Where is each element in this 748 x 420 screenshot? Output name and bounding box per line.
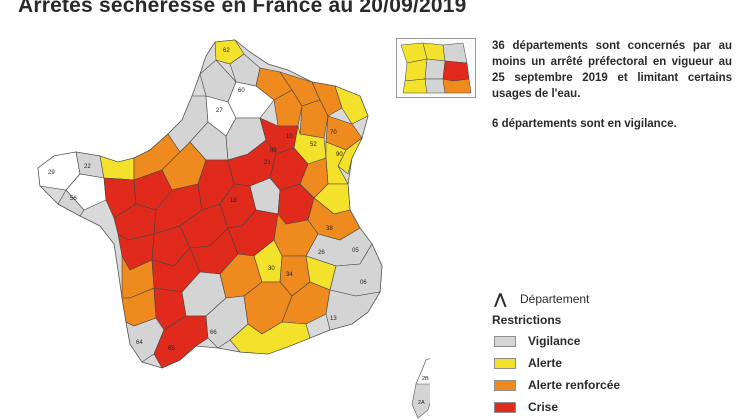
legend-label: Crise <box>528 400 559 414</box>
map-label: 56 <box>70 196 77 202</box>
map-label: 64 <box>136 340 143 346</box>
legend-department-row: ⋀ Département <box>492 288 732 310</box>
map-label: 70 <box>330 130 337 136</box>
map-label: 22 <box>84 164 91 170</box>
legend-label: Vigilance <box>528 334 581 348</box>
map-label: 21 <box>264 160 271 166</box>
inset-map-ile-de-france <box>396 38 476 98</box>
legend-department-label: Département <box>520 292 590 306</box>
legend-restrictions-heading: Restrictions <box>492 313 562 327</box>
legend-label: Alerte <box>528 356 563 370</box>
legend-swatch <box>494 379 516 391</box>
map-label: 34 <box>286 272 293 278</box>
map-title: Arrêtés sécheresse en France au 20/09/20… <box>18 0 467 17</box>
legend-item-vigilance: Vigilance <box>492 330 732 352</box>
legend-label: Alerte renforcée <box>528 378 621 392</box>
map-label: 52 <box>310 142 317 148</box>
info-panel: 36 départements sont concernés par au mo… <box>492 38 732 146</box>
department-border-icon: ⋀ <box>494 291 507 308</box>
legend-swatch <box>494 335 516 347</box>
legend-swatch <box>494 401 516 413</box>
map-label: 60 <box>238 88 245 94</box>
map-label: 27 <box>216 108 223 114</box>
map-label: 10 <box>286 134 293 140</box>
info-departments-vigilance: 6 départements sont en vigilance. <box>492 118 677 130</box>
map-label: 26 <box>318 250 325 256</box>
legend-item-alerte-renforcee: Alerte renforcée <box>492 374 732 396</box>
map-label: 66 <box>210 330 217 336</box>
map-label: 30 <box>268 266 275 272</box>
map-label: 2B <box>422 376 429 382</box>
info-departments-concerned: 36 départements sont concernés par au mo… <box>492 40 732 100</box>
map-label: 18 <box>230 198 237 204</box>
map-label: 90 <box>336 152 343 158</box>
map-label: 13 <box>330 316 337 322</box>
map-label: 62 <box>223 48 230 54</box>
map-label: 05 <box>352 248 359 254</box>
map-label: 2A <box>418 400 425 406</box>
map-label: 29 <box>48 170 55 176</box>
legend-item-alerte: Alerte <box>492 352 732 374</box>
map-label: 65 <box>168 346 175 352</box>
map-label: 89 <box>270 148 277 154</box>
map-legend: ⋀ Département Restrictions Vigilance Ale… <box>492 288 732 418</box>
legend-item-crise: Crise <box>492 396 732 418</box>
france-drought-map: 62 27 29 22 56 34 30 64 65 66 21 90 38 0… <box>37 39 430 419</box>
map-label: 38 <box>326 226 333 232</box>
legend-swatch <box>494 357 516 369</box>
map-label: 06 <box>360 280 367 286</box>
